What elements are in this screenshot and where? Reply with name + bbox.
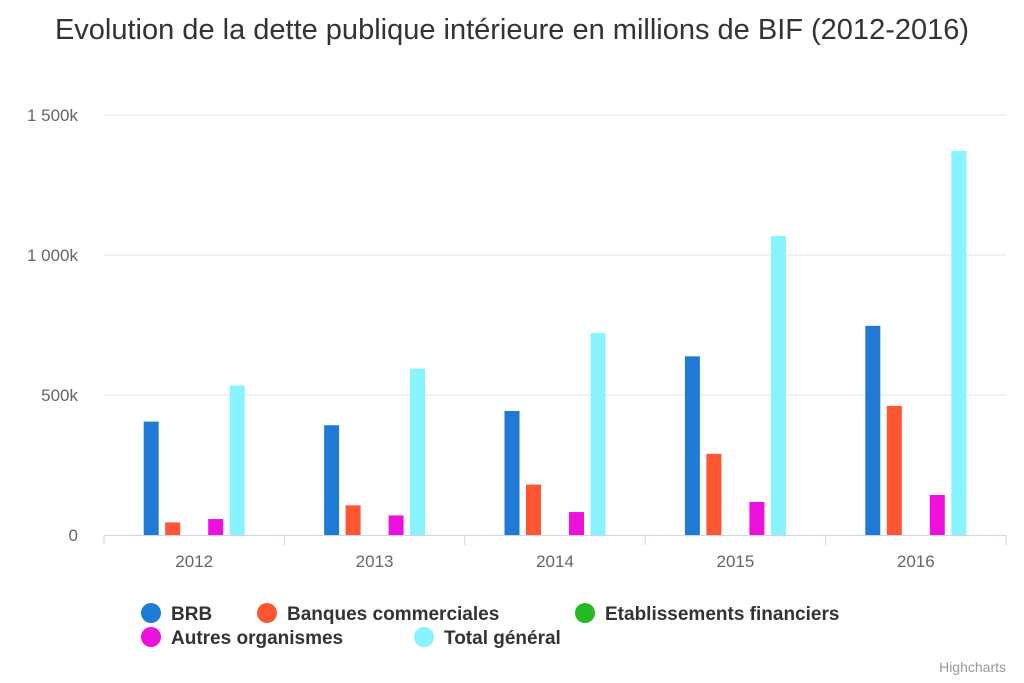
bar[interactable] <box>770 235 786 535</box>
y-tick-label: 1 000k <box>27 246 79 265</box>
bar[interactable] <box>143 421 159 535</box>
bar[interactable] <box>684 356 700 535</box>
bar[interactable] <box>345 505 361 535</box>
legend-label: Etablissements financiers <box>605 604 839 625</box>
bars <box>143 150 967 535</box>
legend-item[interactable]: BRB <box>141 603 212 625</box>
chart-title: Evolution de la dette publique intérieur… <box>54 14 970 46</box>
bar[interactable] <box>865 325 881 535</box>
series-4 <box>229 150 967 535</box>
legend-item[interactable]: Etablissements financiers <box>575 603 839 625</box>
legend-item[interactable]: Autres organismes <box>141 627 343 649</box>
bar[interactable] <box>706 453 722 535</box>
bar[interactable] <box>569 512 584 535</box>
x-axis: 2012 2013 2014 2015 2016 <box>103 535 1007 571</box>
x-tick-label: 2015 <box>716 552 754 571</box>
bar[interactable] <box>590 332 606 535</box>
legend-item[interactable]: Banques commerciales <box>257 603 499 625</box>
series-1 <box>165 405 902 535</box>
bar[interactable] <box>929 494 945 535</box>
y-axis: 0 500k 1 000k 1 500k <box>27 106 79 545</box>
bar[interactable] <box>886 405 902 535</box>
legend[interactable]: BRB Banques commerciales Etablissements fi… <box>141 603 839 649</box>
legend-marker <box>141 627 161 647</box>
x-tick-label: 2013 <box>356 552 394 571</box>
legend-label: BRB <box>171 604 212 625</box>
y-tick-label: 1 500k <box>27 106 79 125</box>
bar[interactable] <box>324 425 340 535</box>
legend-marker <box>257 603 277 623</box>
bar[interactable] <box>504 410 520 535</box>
bar[interactable] <box>951 150 967 535</box>
legend-marker <box>575 603 595 623</box>
legend-label: Autres organismes <box>171 628 343 649</box>
bar[interactable] <box>410 368 426 535</box>
bar[interactable] <box>526 484 541 535</box>
series-3 <box>208 494 945 535</box>
legend-marker <box>141 603 161 623</box>
bar[interactable] <box>165 522 181 535</box>
credits-link[interactable]: Highcharts <box>939 659 1006 675</box>
bar[interactable] <box>208 519 224 535</box>
bar[interactable] <box>749 501 765 535</box>
x-tick-label: 2012 <box>175 552 213 571</box>
legend-label: Banques commerciales <box>287 604 499 625</box>
y-tick-label: 500k <box>41 386 78 405</box>
y-tick-label: 0 <box>69 526 78 545</box>
series-0 <box>143 325 881 535</box>
legend-marker <box>414 627 434 647</box>
x-tick-label: 2014 <box>536 552 574 571</box>
x-tick-label: 2016 <box>897 552 935 571</box>
legend-label: Total général <box>444 628 561 649</box>
bar[interactable] <box>229 385 245 535</box>
bar[interactable] <box>388 515 404 535</box>
grid-lines <box>104 114 1006 396</box>
legend-item[interactable]: Total général <box>414 627 561 649</box>
